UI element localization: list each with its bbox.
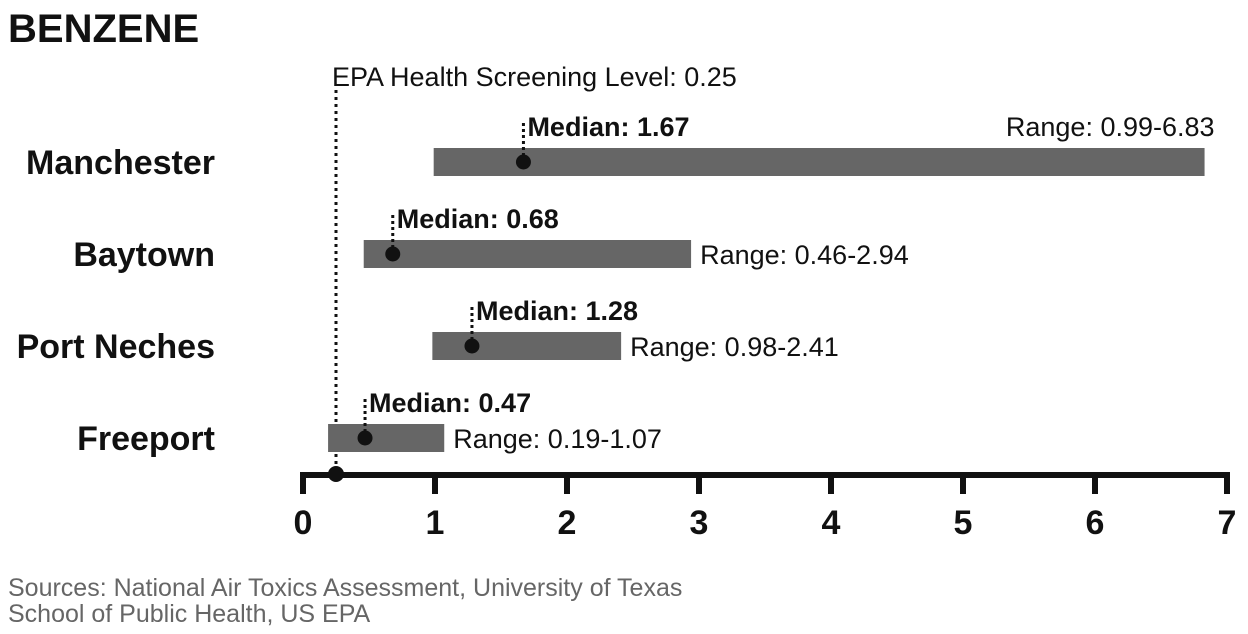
range-bar <box>432 332 622 360</box>
source-line-2: School of Public Health, US EPA <box>8 600 371 628</box>
city-label: Port Neches <box>17 328 215 366</box>
x-tick-label: 7 <box>1218 504 1237 542</box>
city-row: Manchester Median: 1.67 Range: 0.99-6.83 <box>26 112 1215 182</box>
city-row: Baytown Median: 0.68 Range: 0.46-2.94 <box>73 204 908 274</box>
x-tick-label: 3 <box>690 504 709 542</box>
median-dot <box>464 338 480 354</box>
range-bar <box>328 424 445 452</box>
x-tick-label: 1 <box>426 504 445 542</box>
x-tick-label: 6 <box>1086 504 1105 542</box>
range-label: Range: 0.99-6.83 <box>1006 112 1215 142</box>
x-axis: 0 1 2 3 4 5 6 7 <box>294 472 1237 542</box>
median-label: Median: 1.28 <box>476 296 638 326</box>
x-tick-label: 5 <box>954 504 973 542</box>
source-line-1: Sources: National Air Toxics Assessment,… <box>8 574 682 602</box>
x-tick-label: 2 <box>558 504 577 542</box>
range-bar <box>363 240 692 268</box>
x-tick-label: 0 <box>294 504 313 542</box>
median-dot <box>515 154 531 170</box>
range-rows: Manchester Median: 1.67 Range: 0.99-6.83 Ba… <box>17 112 1215 458</box>
x-tick-label: 4 <box>822 504 841 542</box>
median-label: Median: 0.68 <box>397 204 559 234</box>
city-label: Manchester <box>26 144 215 182</box>
median-label: Median: 1.67 <box>527 112 689 142</box>
chart-title: BENZENE <box>8 7 199 51</box>
city-label: Freeport <box>77 420 215 458</box>
city-row: Port Neches Median: 1.28 Range: 0.98-2.41 <box>17 296 839 366</box>
city-label: Baytown <box>73 236 215 274</box>
median-dot <box>385 246 401 262</box>
range-label: Range: 0.46-2.94 <box>700 240 909 270</box>
epa-screening-label: EPA Health Screening Level: 0.25 <box>332 62 737 92</box>
city-row: Freeport Median: 0.47 Range: 0.19-1.07 <box>77 388 662 458</box>
range-bar <box>433 148 1205 176</box>
median-label: Median: 0.47 <box>369 388 531 418</box>
epa-screening-marker <box>328 466 344 482</box>
epa-reference-group: EPA Health Screening Level: 0.25 <box>332 62 737 472</box>
median-dot <box>357 430 373 446</box>
range-label: Range: 0.19-1.07 <box>453 424 662 454</box>
range-label: Range: 0.98-2.41 <box>630 332 839 362</box>
